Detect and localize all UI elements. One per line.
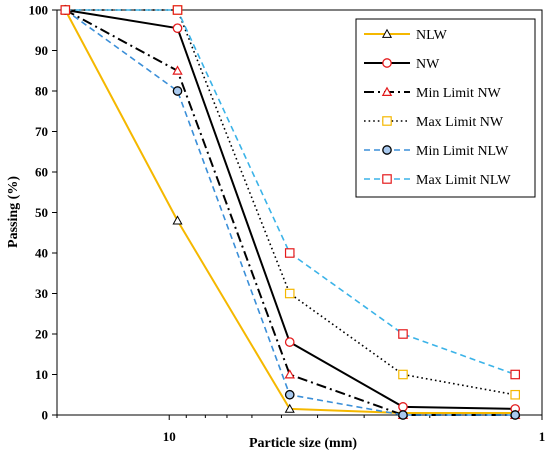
legend-marker-nw	[382, 58, 392, 68]
legend-label-min-limit-nlw: Min Limit NLW	[416, 144, 509, 159]
legend-marker-min-limit-nw	[381, 86, 393, 96]
legend-marker-min-limit-nlw	[382, 145, 392, 155]
markers-layer	[60, 4, 521, 420]
data-point-min-limit-nlw	[172, 86, 183, 96]
y-axis-title: Passing (%)	[6, 176, 21, 248]
y-tick-label: 50	[35, 205, 48, 220]
x-tick-label: 10	[163, 429, 176, 444]
y-tick-label: 80	[35, 84, 48, 99]
legend-box	[355, 18, 536, 198]
data-point-max-limit-nlw	[398, 329, 408, 339]
data-point-min-limit-nw	[172, 65, 183, 75]
legend-label-max-limit-nlw: Max Limit NLW	[416, 173, 511, 188]
data-point-max-limit-nlw	[60, 5, 71, 15]
y-tick-label: 60	[35, 165, 48, 180]
x-axis-title: Particle size (mm)	[249, 436, 357, 451]
series-line-max-limit-nlw	[65, 9, 516, 376]
data-point-min-limit-nlw	[284, 389, 295, 400]
data-point-min-limit-nw	[284, 369, 295, 379]
legend-label-min-limit-nw: Min Limit NW	[416, 86, 502, 101]
legend-marker-nlw	[381, 28, 393, 38]
data-point-max-limit-nlw	[172, 5, 183, 15]
legend-label-max-limit-nw: Max Limit NW	[416, 115, 504, 130]
data-point-nw	[284, 337, 295, 347]
y-tick-label: 100	[29, 3, 49, 18]
data-point-min-limit-nlw	[510, 410, 521, 420]
y-tick-label: 90	[35, 43, 48, 58]
data-point-max-limit-nw	[284, 288, 295, 299]
data-point-max-limit-nlw	[284, 248, 295, 258]
y-tick-label: 70	[35, 124, 48, 139]
data-point-nw	[172, 23, 183, 34]
axes: 0 10 20 30 40 50 60 70 80 90 100 10 1	[29, 3, 546, 445]
data-point-max-limit-nw	[510, 389, 521, 400]
data-point-nlw	[284, 403, 295, 413]
legend-marker-max-limit-nlw	[382, 174, 392, 184]
data-point-nlw	[172, 215, 183, 225]
legend: NLW NW Min Limit NW Max Limit NW Min Limit N…	[355, 18, 536, 198]
y-tick-label: 0	[42, 408, 49, 423]
data-point-min-limit-nlw	[398, 410, 408, 420]
data-point-max-limit-nlw	[510, 369, 521, 380]
y-tick-label: 20	[35, 327, 48, 342]
legend-label-nw: NW	[416, 57, 440, 72]
data-point-max-limit-nw	[398, 369, 408, 380]
y-tick-label: 30	[35, 286, 48, 301]
y-tick-label: 10	[35, 367, 48, 382]
legend-label-nlw: NLW	[416, 28, 448, 43]
legend-marker-max-limit-nw	[382, 116, 392, 126]
x-tick-label: 1	[539, 429, 546, 444]
y-tick-label: 40	[35, 246, 48, 261]
